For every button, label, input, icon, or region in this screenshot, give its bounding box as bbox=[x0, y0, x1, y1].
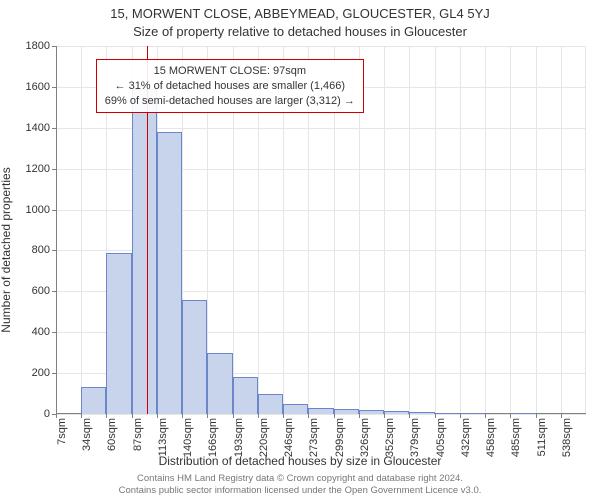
xtick-label: 193sqm bbox=[233, 418, 245, 457]
xtick-label: 352sqm bbox=[384, 418, 396, 457]
xtick-label: 485sqm bbox=[510, 418, 522, 457]
credits-line1: Contains HM Land Registry data © Crown c… bbox=[0, 473, 600, 484]
plot-border bbox=[56, 46, 586, 47]
annotation-line: 15 MORWENT CLOSE: 97sqm bbox=[105, 64, 355, 79]
annotation-line: ← 31% of detached houses are smaller (1,… bbox=[105, 79, 355, 94]
xtick-label: 511sqm bbox=[536, 418, 548, 456]
xtick-label: 299sqm bbox=[334, 418, 346, 457]
histogram-bar bbox=[207, 353, 232, 414]
histogram-bar bbox=[132, 89, 157, 414]
histogram-bar bbox=[359, 410, 384, 414]
gridline-vertical bbox=[561, 46, 562, 414]
x-axis-label: Distribution of detached houses by size … bbox=[0, 454, 600, 468]
gridline-vertical bbox=[384, 46, 385, 414]
ytick-label: 1800 bbox=[26, 40, 50, 52]
xtick-label: 538sqm bbox=[561, 418, 573, 457]
xtick-label: 87sqm bbox=[132, 418, 144, 451]
xtick-label: 113sqm bbox=[157, 418, 169, 456]
xtick-label: 432sqm bbox=[460, 418, 472, 457]
plot-border bbox=[585, 46, 586, 414]
histogram-bar bbox=[283, 404, 308, 414]
annotation-box: 15 MORWENT CLOSE: 97sqm← 31% of detached… bbox=[96, 59, 364, 114]
histogram-bar bbox=[157, 132, 182, 414]
xtick-label: 405sqm bbox=[435, 418, 447, 457]
xtick-label: 458sqm bbox=[485, 418, 497, 457]
ytick-label: 1400 bbox=[26, 122, 50, 134]
histogram-bar bbox=[435, 413, 460, 414]
gridline-vertical bbox=[510, 46, 511, 414]
y-axis-label: Number of detached properties bbox=[0, 85, 13, 250]
xtick-label: 379sqm bbox=[409, 418, 421, 457]
xtick-label: 326sqm bbox=[359, 418, 371, 457]
histogram-bar bbox=[258, 394, 283, 414]
histogram-bar bbox=[106, 253, 131, 415]
gridline-vertical bbox=[460, 46, 461, 414]
credits-line2: Contains public sector information licen… bbox=[0, 485, 600, 496]
annotation-line: 69% of semi-detached houses are larger (… bbox=[105, 94, 355, 109]
ytick-label: 600 bbox=[32, 285, 50, 297]
ytick-label: 200 bbox=[32, 367, 50, 379]
ytick-label: 0 bbox=[44, 408, 50, 420]
ytick-label: 1600 bbox=[26, 81, 50, 93]
histogram-bar bbox=[510, 413, 535, 414]
histogram-bar bbox=[308, 408, 333, 414]
xtick-label: 7sqm bbox=[56, 418, 68, 445]
xtick-label: 60sqm bbox=[106, 418, 118, 451]
credits-text: Contains HM Land Registry data © Crown c… bbox=[0, 473, 600, 496]
chart-title-line1: 15, MORWENT CLOSE, ABBEYMEAD, GLOUCESTER… bbox=[0, 6, 600, 21]
xtick-label: 140sqm bbox=[182, 418, 194, 457]
ytick-label: 800 bbox=[32, 244, 50, 256]
xtick-label: 34sqm bbox=[81, 418, 93, 451]
histogram-bar bbox=[384, 411, 409, 414]
y-axis-line bbox=[56, 46, 57, 414]
gridline-vertical bbox=[485, 46, 486, 414]
histogram-bar bbox=[182, 300, 207, 414]
xtick-label: 246sqm bbox=[283, 418, 295, 457]
gridline-horizontal bbox=[56, 414, 586, 415]
ytick-label: 1200 bbox=[26, 163, 50, 175]
histogram-bar bbox=[81, 387, 106, 414]
chart-plot-area: 0200400600800100012001400160018007sqm34s… bbox=[56, 46, 586, 414]
histogram-bar bbox=[334, 409, 359, 414]
histogram-bar bbox=[233, 377, 258, 414]
ytick-label: 400 bbox=[32, 326, 50, 338]
xtick-label: 166sqm bbox=[207, 418, 219, 457]
gridline-vertical bbox=[81, 46, 82, 414]
gridline-vertical bbox=[435, 46, 436, 414]
xtick-label: 220sqm bbox=[258, 418, 270, 457]
gridline-vertical bbox=[409, 46, 410, 414]
histogram-bar bbox=[460, 413, 485, 414]
gridline-vertical bbox=[536, 46, 537, 414]
ytick-label: 1000 bbox=[26, 204, 50, 216]
histogram-bar bbox=[409, 412, 434, 414]
chart-title-line2: Size of property relative to detached ho… bbox=[0, 24, 600, 39]
xtick-label: 273sqm bbox=[308, 418, 320, 457]
